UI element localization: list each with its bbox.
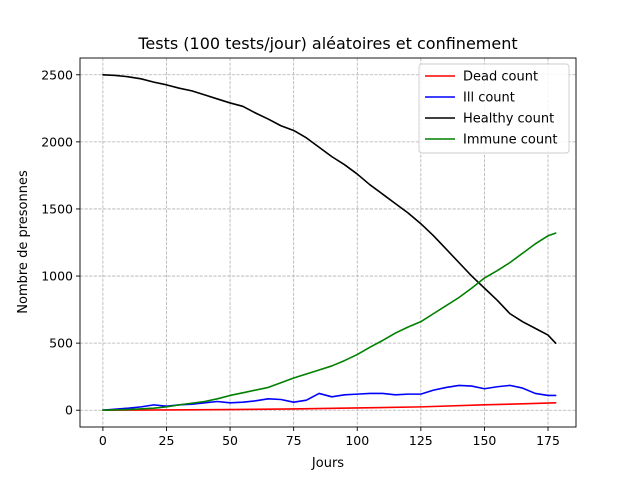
x-axis-label: Jours [311,456,344,471]
x-tick-label: 75 [286,433,302,448]
series-line-healthy-count [102,73,557,344]
y-tick-label: 1500 [41,201,73,216]
x-tick-label: 100 [345,433,369,448]
legend-label-healthy-count: Healthy count [463,112,554,127]
legend: Dead count Ill count Healthy count Immune c… [418,63,570,154]
y-axis: 0 500 1000 1500 2000 2500 [41,67,80,418]
x-tick-label: 150 [473,433,497,448]
legend-label-ill-count: Ill count [463,91,515,106]
chart-title: Tests (100 tests/jour) aléatoires et con… [137,34,517,53]
series-line-ill-count [102,384,557,412]
y-tick-label: 500 [49,336,73,351]
y-tick-label: 2500 [41,67,73,82]
plot-frame [79,57,577,428]
x-tick-label: 175 [536,433,560,448]
y-tick-label: 1000 [41,269,73,284]
legend-label-dead-count: Dead count [463,70,538,85]
series-line-dead-count [102,402,557,412]
x-tick-label: 125 [409,433,433,448]
series-line-immune-count [102,232,557,412]
y-axis-label: Nombre de presonnes [16,170,31,314]
legend-box [418,63,570,154]
legend-label-immune-count: Immune count [463,133,557,148]
x-tick-label: 25 [159,433,175,448]
y-tick-label: 0 [65,403,73,418]
x-axis: 0 25 50 75 100 125 150 175 [99,427,560,448]
y-tick-label: 2000 [41,134,73,149]
x-tick-label: 0 [99,433,107,448]
series-lines [102,73,557,412]
x-tick-label: 50 [222,433,238,448]
